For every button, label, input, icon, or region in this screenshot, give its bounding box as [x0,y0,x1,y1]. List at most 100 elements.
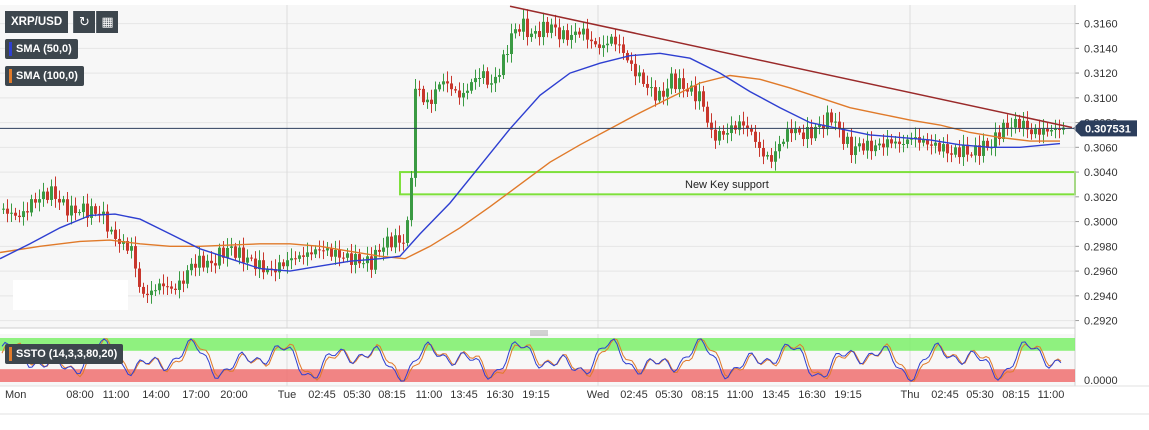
candle-body [254,258,257,270]
candle-body [938,142,941,152]
candle-body [330,248,333,257]
candle-body [234,246,237,258]
candle-body [642,72,645,84]
candle-body [66,199,69,216]
candle-body [426,99,429,103]
candle-body [158,283,161,291]
candle-body [534,31,537,34]
price-pane-background [0,5,1075,328]
candle-body [74,205,77,214]
candle-body [830,112,833,123]
candle-body [974,145,977,156]
x-tick-label: Mon [5,389,26,401]
candle-body [846,136,849,144]
y-tick-label: 0.2920 [1084,316,1118,328]
x-tick-label: 02:45 [620,389,648,401]
candle-body [1034,128,1037,135]
candle-body [946,144,949,154]
x-tick-label: 11:00 [1038,389,1065,401]
candle-body [854,146,857,156]
candle-body [694,85,697,102]
candle-body [50,186,53,200]
candle-body [14,212,17,216]
candle-body [138,268,141,287]
candle-body [502,54,505,76]
candle-body [982,140,985,156]
candle-body [622,44,625,53]
candle-body [842,128,845,144]
candle-body [634,63,637,77]
legend-ssto[interactable]: SSTO (14,3,3,80,20) [5,344,124,364]
candle-body [918,137,921,143]
candle-body [262,260,265,273]
y-tick-label: 0.3060 [1084,142,1118,154]
candle-body [978,145,981,156]
candle-body [870,140,873,152]
x-tick-label: Thu [901,389,920,401]
candle-body [246,257,249,263]
candle-body [258,260,261,270]
candle-body [358,254,361,264]
candle-body [342,257,345,259]
candle-body [42,191,45,200]
candle-body [482,71,485,78]
candle-body [762,147,765,157]
candle-body [10,212,13,214]
current-price-label: 0.307531 [1085,123,1131,135]
ssto-overbought-band [0,338,1075,351]
candle-body [86,203,89,218]
candle-body [894,141,897,144]
legend-sma50[interactable]: SMA (50,0) [5,39,78,59]
candle-body [222,247,225,258]
candle-body [294,258,297,260]
candle-body [402,242,405,244]
candle-body [574,31,577,35]
candle-body [306,252,309,257]
candle-body [382,247,385,252]
candle-body [610,36,613,44]
candle-body [682,78,685,89]
y-tick-label: 0.2960 [1084,266,1118,278]
candle-body [690,85,693,92]
candle-body [802,132,805,140]
legend-sma100[interactable]: SMA (100,0) [5,66,84,86]
candle-body [398,235,401,243]
candle-body [594,41,597,45]
candle-body [6,208,9,214]
candle-body [782,141,785,144]
candle-body [34,199,37,203]
candle-body [570,34,573,40]
reload-button[interactable]: ↻ [73,11,95,33]
calendar-button[interactable]: ▦ [96,11,118,33]
candle-body [230,246,233,248]
candle-body [526,18,529,38]
candle-body [486,71,489,85]
candle-body [590,39,593,42]
candle-body [110,229,113,232]
candle-body [998,132,1001,139]
sma100-label: SMA (100,0) [16,70,78,82]
candle-body [986,140,989,149]
candle-body [834,121,837,123]
candle-body [738,121,741,130]
candle-body [754,131,757,142]
candle-body [522,18,525,32]
sma50-label: SMA (50,0) [16,43,72,55]
candle-body [18,215,21,218]
candle-body [774,151,777,162]
candle-body [650,87,653,89]
symbol-label[interactable]: XRP/USD [5,11,69,33]
candle-body [514,29,517,34]
candle-body [274,269,277,273]
candle-body [202,255,205,268]
blank-panel [13,280,128,310]
candle-body [38,199,41,203]
candle-body [582,28,585,35]
ssto-label: SSTO (14,3,3,80,20) [16,348,118,360]
candle-body [558,27,561,40]
candle-body [334,249,337,257]
candle-body [474,78,477,83]
candle-body [322,250,325,252]
